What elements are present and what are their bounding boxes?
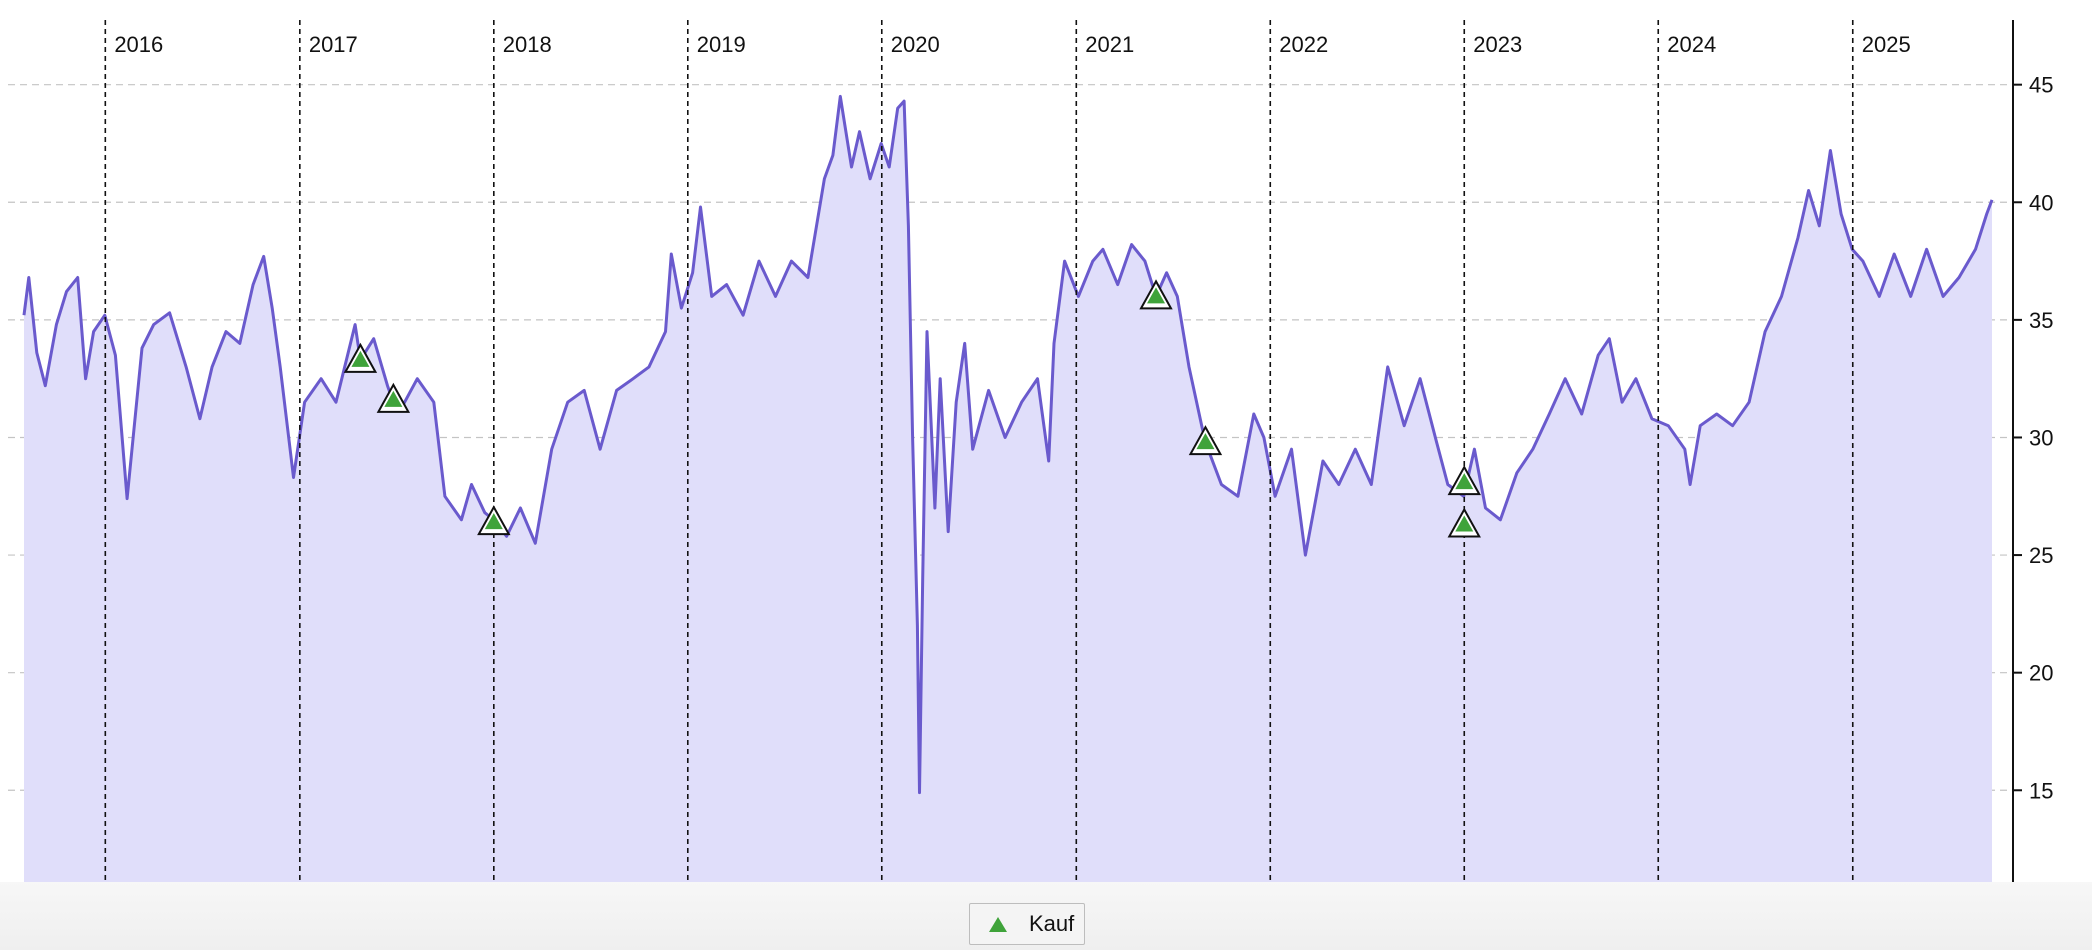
y-tick-label: 40 <box>2029 190 2053 215</box>
buy-marker[interactable] <box>1139 279 1173 310</box>
year-label: 2018 <box>503 32 552 57</box>
price-line <box>22 94 1994 795</box>
buy-marker[interactable] <box>343 342 378 373</box>
buy-marker[interactable] <box>1188 425 1223 456</box>
legend-label: Kauf <box>1029 911 1075 936</box>
year-separators: 2016 2017 2018 2019 2020 2021 2022 2023 2024 2025 <box>104 20 1911 882</box>
year-label: 2022 <box>1279 32 1328 57</box>
y-tick-label: 15 <box>2029 778 2053 803</box>
buy-markers[interactable] <box>343 279 1481 538</box>
year-label: 2025 <box>1862 32 1911 57</box>
year-label: 2023 <box>1473 32 1522 57</box>
year-label: 2019 <box>697 32 746 57</box>
y-tick-label: 45 <box>2029 73 2053 98</box>
buy-marker[interactable] <box>1447 507 1481 538</box>
year-label: 2016 <box>114 32 163 57</box>
y-tick-label: 20 <box>2029 661 2053 686</box>
y-axis: 15 20 25 30 35 40 45 <box>2012 20 2053 882</box>
year-label: 2024 <box>1667 32 1716 57</box>
buy-marker[interactable] <box>1447 465 1481 496</box>
price-area <box>22 94 1994 882</box>
y-tick-label: 25 <box>2029 543 2053 568</box>
year-label: 2021 <box>1085 32 1134 57</box>
year-label: 2020 <box>891 32 940 57</box>
price-area-fill <box>24 96 1992 882</box>
buy-marker[interactable] <box>477 505 511 536</box>
year-label: 2017 <box>309 32 358 57</box>
buy-marker[interactable] <box>376 382 411 413</box>
legend[interactable]: Kauf <box>969 903 1085 945</box>
y-tick-label: 30 <box>2029 425 2053 450</box>
triangle-up-icon <box>989 916 1007 932</box>
y-tick-label: 35 <box>2029 308 2053 333</box>
